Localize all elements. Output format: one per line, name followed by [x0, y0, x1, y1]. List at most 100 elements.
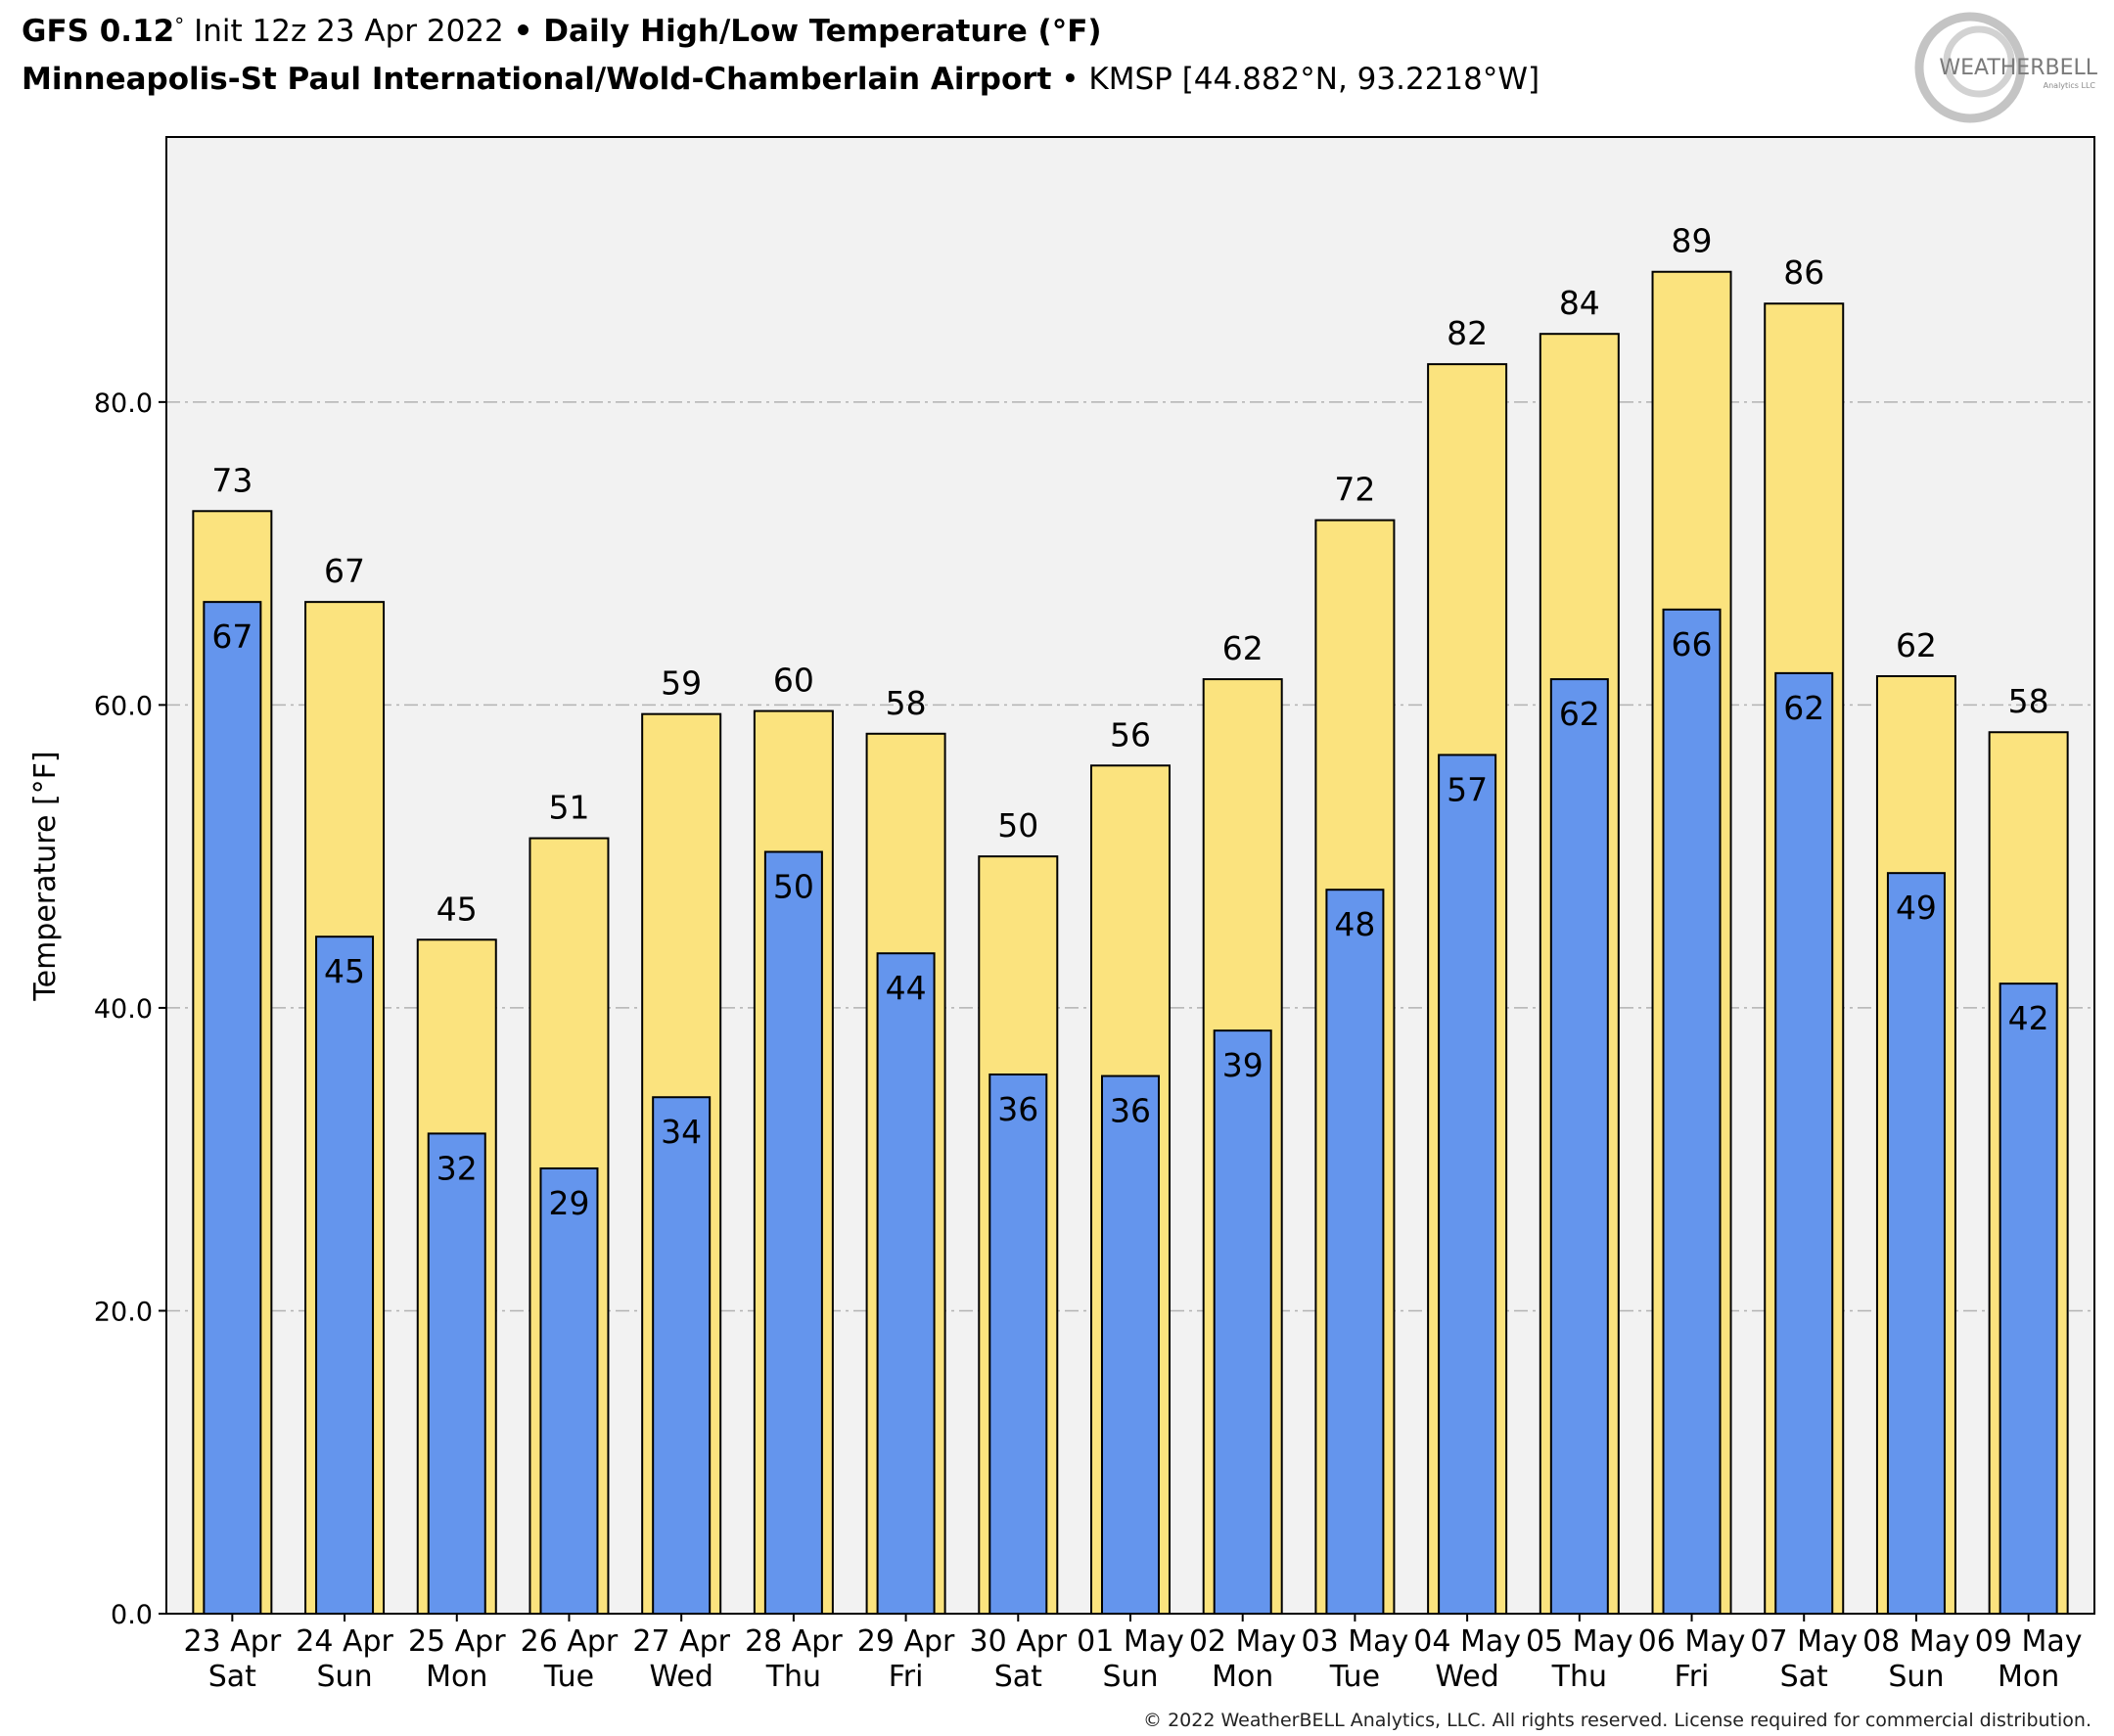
y-tick-label: 80.0: [94, 388, 153, 419]
low-temp-label: 36: [997, 1090, 1038, 1128]
low-temp-bar: [763, 850, 823, 1615]
x-tick-date: 26 Apr: [521, 1624, 619, 1659]
low-temp-label: 67: [211, 617, 253, 656]
logo-text: WEATHERBELL: [1939, 56, 2097, 80]
low-temp-bar: [876, 952, 936, 1615]
x-tick-date: 29 Apr: [857, 1624, 955, 1659]
x-tick-date: 01 May: [1077, 1624, 1184, 1659]
x-tick-date: 28 Apr: [745, 1624, 843, 1659]
y-axis-label: Temperature [°F]: [28, 751, 63, 1001]
model-degree: °: [174, 14, 184, 37]
low-temp-label: 29: [548, 1184, 589, 1222]
low-temp-label: 62: [1783, 689, 1824, 727]
x-tick-date: 06 May: [1638, 1624, 1746, 1659]
low-temp-label: 62: [1559, 695, 1600, 733]
low-temp-bar: [988, 1074, 1048, 1615]
low-temp-label: 50: [773, 868, 814, 906]
low-temp-label: 36: [1110, 1092, 1151, 1130]
low-temp-label: 32: [437, 1149, 478, 1187]
high-temp-label: 60: [773, 662, 814, 700]
y-axis: 0.0 20.0 40.0 60.0 80.0: [94, 388, 166, 1630]
x-tick-weekday: Sat: [994, 1660, 1042, 1694]
y-tick-label: 0.0: [111, 1600, 153, 1630]
logo-swirl-inner: [1943, 25, 2015, 98]
station-separator: •: [1051, 62, 1088, 97]
x-tick-weekday: Mon: [426, 1660, 487, 1694]
low-temp-label: 48: [1334, 905, 1375, 943]
low-temp-bar: [539, 1166, 599, 1616]
x-tick-weekday: Thu: [1551, 1660, 1607, 1694]
high-temp-label: 50: [997, 806, 1038, 845]
x-tick-date: 25 Apr: [408, 1624, 506, 1659]
bars: 73 67 67 45 45 32 51 29 59 34 60 50 58 44 50 36 56 36 62 39…: [192, 222, 2069, 1616]
low-temp-bar: [1886, 872, 1946, 1615]
low-temp-bar: [1549, 678, 1609, 1615]
high-temp-label: 89: [1672, 222, 1713, 260]
low-temp-label: 45: [324, 952, 365, 990]
copyright: © 2022 WeatherBELL Analytics, LLC. All r…: [1143, 1710, 2091, 1731]
low-temp-label: 49: [1896, 889, 1937, 927]
x-tick-date: 05 May: [1526, 1624, 1633, 1659]
chart-title-line1: GFS 0.12° Init 12z 23 Apr 2022 • Daily H…: [22, 14, 1102, 49]
low-temp-bar: [1325, 889, 1385, 1615]
high-temp-label: 58: [886, 684, 927, 722]
x-tick-date: 24 Apr: [296, 1624, 393, 1659]
x-tick-date: 09 May: [1975, 1624, 2083, 1659]
low-temp-bar: [1662, 608, 1722, 1615]
x-tick-date: 08 May: [1862, 1624, 1970, 1659]
x-tick-date: 27 Apr: [632, 1624, 730, 1659]
x-tick-date: 30 Apr: [969, 1624, 1067, 1659]
y-tick-label: 40.0: [94, 994, 153, 1025]
x-tick-weekday: Wed: [649, 1660, 712, 1694]
x-tick-weekday: Sat: [1780, 1660, 1828, 1694]
high-temp-label: 86: [1783, 253, 1824, 292]
x-tick-weekday: Sun: [317, 1660, 373, 1694]
high-temp-label: 84: [1559, 284, 1600, 322]
x-tick-weekday: Fri: [889, 1660, 924, 1694]
station-info: KMSP [44.882°N, 93.2218°W]: [1088, 62, 1540, 97]
x-tick-date: 02 May: [1189, 1624, 1297, 1659]
x-tick-weekday: Mon: [1212, 1660, 1273, 1694]
logo-subtext: Analytics LLC: [2044, 81, 2096, 90]
low-temp-bar: [1101, 1074, 1160, 1615]
low-temp-label: 42: [2008, 999, 2049, 1037]
x-tick-weekday: Tue: [543, 1660, 594, 1694]
high-temp-label: 72: [1334, 471, 1375, 509]
x-tick-date: 07 May: [1750, 1624, 1858, 1659]
model-name: GFS 0.12: [22, 14, 174, 49]
low-temp-bar: [1774, 671, 1834, 1615]
high-temp-label: 56: [1110, 715, 1151, 754]
high-temp-label: 51: [548, 789, 589, 827]
high-temp-label: 58: [2008, 682, 2049, 720]
low-temp-label: 39: [1222, 1046, 1264, 1084]
x-tick-weekday: Fri: [1675, 1660, 1710, 1694]
low-temp-label: 44: [886, 969, 927, 1007]
high-temp-label: 67: [324, 552, 365, 590]
y-tick-label: 60.0: [94, 691, 153, 721]
low-temp-bar: [315, 936, 375, 1615]
x-tick-weekday: Sun: [1102, 1660, 1158, 1694]
low-temp-bar: [1213, 1029, 1272, 1615]
x-tick-weekday: Mon: [1998, 1660, 2059, 1694]
x-tick-weekday: Tue: [1329, 1660, 1380, 1694]
low-temp-bar: [1999, 982, 2058, 1615]
title-separator: •: [514, 14, 533, 49]
init-time: Init 12z 23 Apr 2022: [184, 14, 513, 49]
x-tick-weekday: Thu: [765, 1660, 821, 1694]
low-temp-label: 34: [661, 1113, 702, 1151]
low-temp-bar: [427, 1132, 486, 1616]
x-tick-date: 23 Apr: [184, 1624, 282, 1659]
high-temp-label: 73: [211, 461, 253, 499]
x-tick-date: 03 May: [1302, 1624, 1409, 1659]
product-name: Daily High/Low Temperature (°F): [532, 14, 1101, 49]
high-temp-label: 62: [1896, 626, 1937, 664]
low-temp-bar: [203, 601, 262, 1616]
x-tick-date: 04 May: [1413, 1624, 1521, 1659]
high-temp-label: 59: [661, 664, 702, 703]
x-tick-weekday: Sat: [208, 1660, 256, 1694]
y-tick-label: 20.0: [94, 1297, 153, 1327]
low-temp-bar: [652, 1096, 712, 1615]
high-temp-label: 62: [1222, 629, 1264, 667]
